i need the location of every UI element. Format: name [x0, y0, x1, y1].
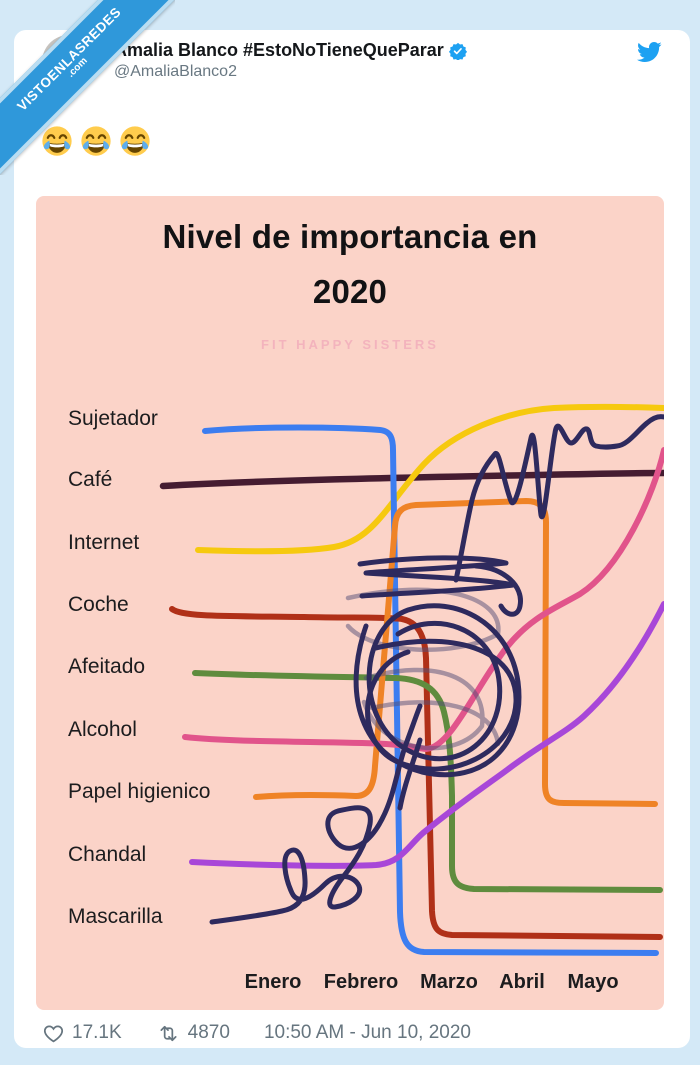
line-papel-higienico: [253, 498, 658, 807]
line-cafe: [159, 469, 664, 490]
series-label-cafe: Café: [68, 468, 113, 491]
series-label-sujetador: Sujetador: [68, 407, 158, 430]
series-label-afeitado: Afeitado: [68, 655, 146, 678]
month-label-marzo: Marzo: [420, 971, 478, 993]
like-count: 17.1K: [72, 1022, 122, 1043]
retweet-button[interactable]: 4870: [156, 1022, 230, 1045]
series-label-coche: Coche: [68, 593, 129, 616]
line-internet: [195, 403, 664, 555]
month-label-abril: Abril: [499, 971, 545, 993]
tweet-text: 😂😂😂: [40, 125, 152, 159]
series-label-chandal: Chandal: [68, 843, 147, 866]
series-label-internet: Internet: [68, 531, 140, 554]
joy-emoji-icon: [81, 126, 111, 156]
series-label-alcohol: Alcohol: [68, 718, 137, 741]
series-label-mascarilla: Mascarilla: [68, 905, 163, 928]
line-mascarilla: [209, 414, 664, 925]
verified-badge-icon: [448, 42, 467, 60]
like-button[interactable]: 17.1K: [42, 1022, 122, 1045]
avatar-image: [42, 35, 96, 89]
author-name[interactable]: Amalia Blanco #EstoNoTieneQueParar: [114, 40, 444, 60]
heart-icon: [43, 1025, 64, 1042]
twitter-logo-icon[interactable]: [634, 39, 664, 65]
month-label-enero: Enero: [244, 971, 302, 993]
tweet-card: Amalia Blanco #EstoNoTieneQueParar @Amal…: [14, 30, 690, 1048]
tweet-footer: 17.1K 4870 10:50 AM - Jun 10, 2020: [42, 1018, 471, 1048]
chart-lines: [159, 403, 664, 956]
line-chandal: [189, 601, 664, 869]
joy-emoji-icon: [120, 126, 150, 156]
joy-emoji-icon: [42, 126, 72, 156]
retweet-count: 4870: [187, 1022, 230, 1043]
author-handle[interactable]: @AmaliaBlanco2: [114, 63, 237, 80]
series-label-papel-higienico: Papel higienico: [68, 780, 211, 803]
chart-title: Nivel de importancia en 2020: [36, 209, 664, 319]
chart-image[interactable]: Nivel de importancia en 2020 FIT HAPPY S…: [36, 196, 664, 1010]
chart-title-line1: Nivel de importancia en: [162, 218, 538, 255]
line-alcohol: [182, 447, 664, 752]
line-sujetador: [202, 424, 659, 956]
avatar[interactable]: [42, 35, 96, 89]
chart-title-line2: 2020: [312, 273, 388, 311]
retweet-icon: [160, 1025, 177, 1041]
month-label-mayo: Mayo: [567, 971, 619, 993]
chart-watermark: FIT HAPPY SISTERS: [261, 337, 439, 352]
timestamp[interactable]: 10:50 AM - Jun 10, 2020: [263, 1022, 471, 1043]
month-label-febrero: Febrero: [323, 971, 399, 993]
